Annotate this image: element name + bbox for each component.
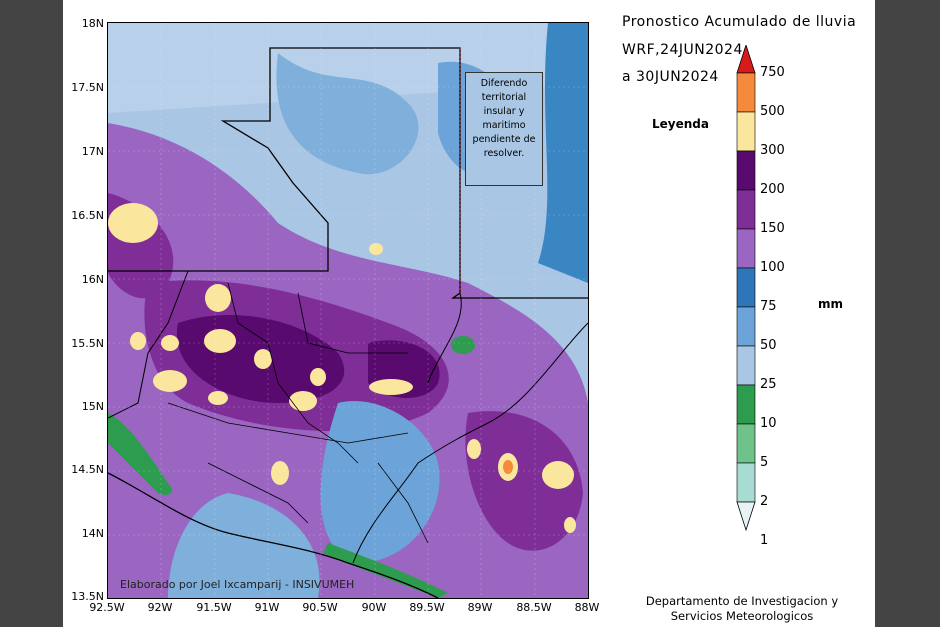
y-tick-label: 17.5N [71,81,104,94]
y-tick-label: 14N [81,527,104,540]
title-line-2: WRF,24JUN2024 [622,42,743,58]
colorbar-segment [736,189,756,230]
legend-level-label: 2 [760,494,769,509]
title-line-1: Pronostico Acumulado de lluvia [622,14,857,30]
legend-title: Leyenda [652,117,709,131]
colorbar-bottom-arrow [736,501,756,532]
legend-level-label: 5 [760,455,769,470]
colorbar-segment [736,111,756,152]
credit-text: Elaborado por Joel Ixcamparij - INSIVUME… [120,578,355,591]
x-tick-label: 91W [254,601,280,614]
legend-level-label: 750 [760,65,785,80]
legend-level-label: 75 [760,299,777,314]
legend-level-label: 200 [760,182,785,197]
x-tick-label: 90W [361,601,387,614]
legend-level-label: 100 [760,260,785,275]
colorbar-segment [736,462,756,503]
colorbar-segment [736,228,756,269]
legend-level-label: 300 [760,143,785,158]
x-tick-label: 92W [147,601,173,614]
dispute-note: Diferendo territorial insular y maritimo… [465,72,543,186]
colorbar-segment [736,267,756,308]
colorbar-segment [736,150,756,191]
y-tick-label: 14.5N [71,463,104,476]
colorbar-top-arrow [736,45,756,74]
x-tick-label: 91.5W [196,601,232,614]
legend-level-label: 1 [760,533,769,548]
legend-level-label: 150 [760,221,785,236]
y-tick-label: 15.5N [71,337,104,350]
legend-unit: mm [818,297,844,311]
y-tick-label: 16N [81,273,104,286]
colorbar-segment [736,345,756,386]
x-tick-label: 88W [574,601,600,614]
x-tick-label: 88.5W [516,601,552,614]
x-tick-label: 92.5W [89,601,125,614]
rainfall-map-graphic [108,23,588,598]
y-tick-label: 15N [81,400,104,413]
y-tick-label: 18N [81,17,104,30]
legend-level-label: 10 [760,416,777,431]
colorbar-segment [736,72,756,113]
legend-level-label: 25 [760,377,777,392]
footer-line-2: Servicios Meteorologicos [670,609,814,623]
x-tick-label: 89.5W [409,601,445,614]
legend-level-label: 500 [760,104,785,119]
x-tick-label: 89W [467,601,493,614]
x-tick-label: 90.5W [302,601,338,614]
y-tick-label: 16.5N [71,209,104,222]
colorbar-segment [736,423,756,464]
title-line-3: a 30JUN2024 [622,69,719,85]
legend-colorbar [736,45,756,532]
colorbar-segment [736,306,756,347]
legend-level-label: 50 [760,338,777,353]
colorbar-segment [736,384,756,425]
y-tick-label: 13.5N [71,590,104,603]
footer-line-1: Departamento de Investigacion y [645,594,839,608]
y-tick-label: 17N [81,145,104,158]
